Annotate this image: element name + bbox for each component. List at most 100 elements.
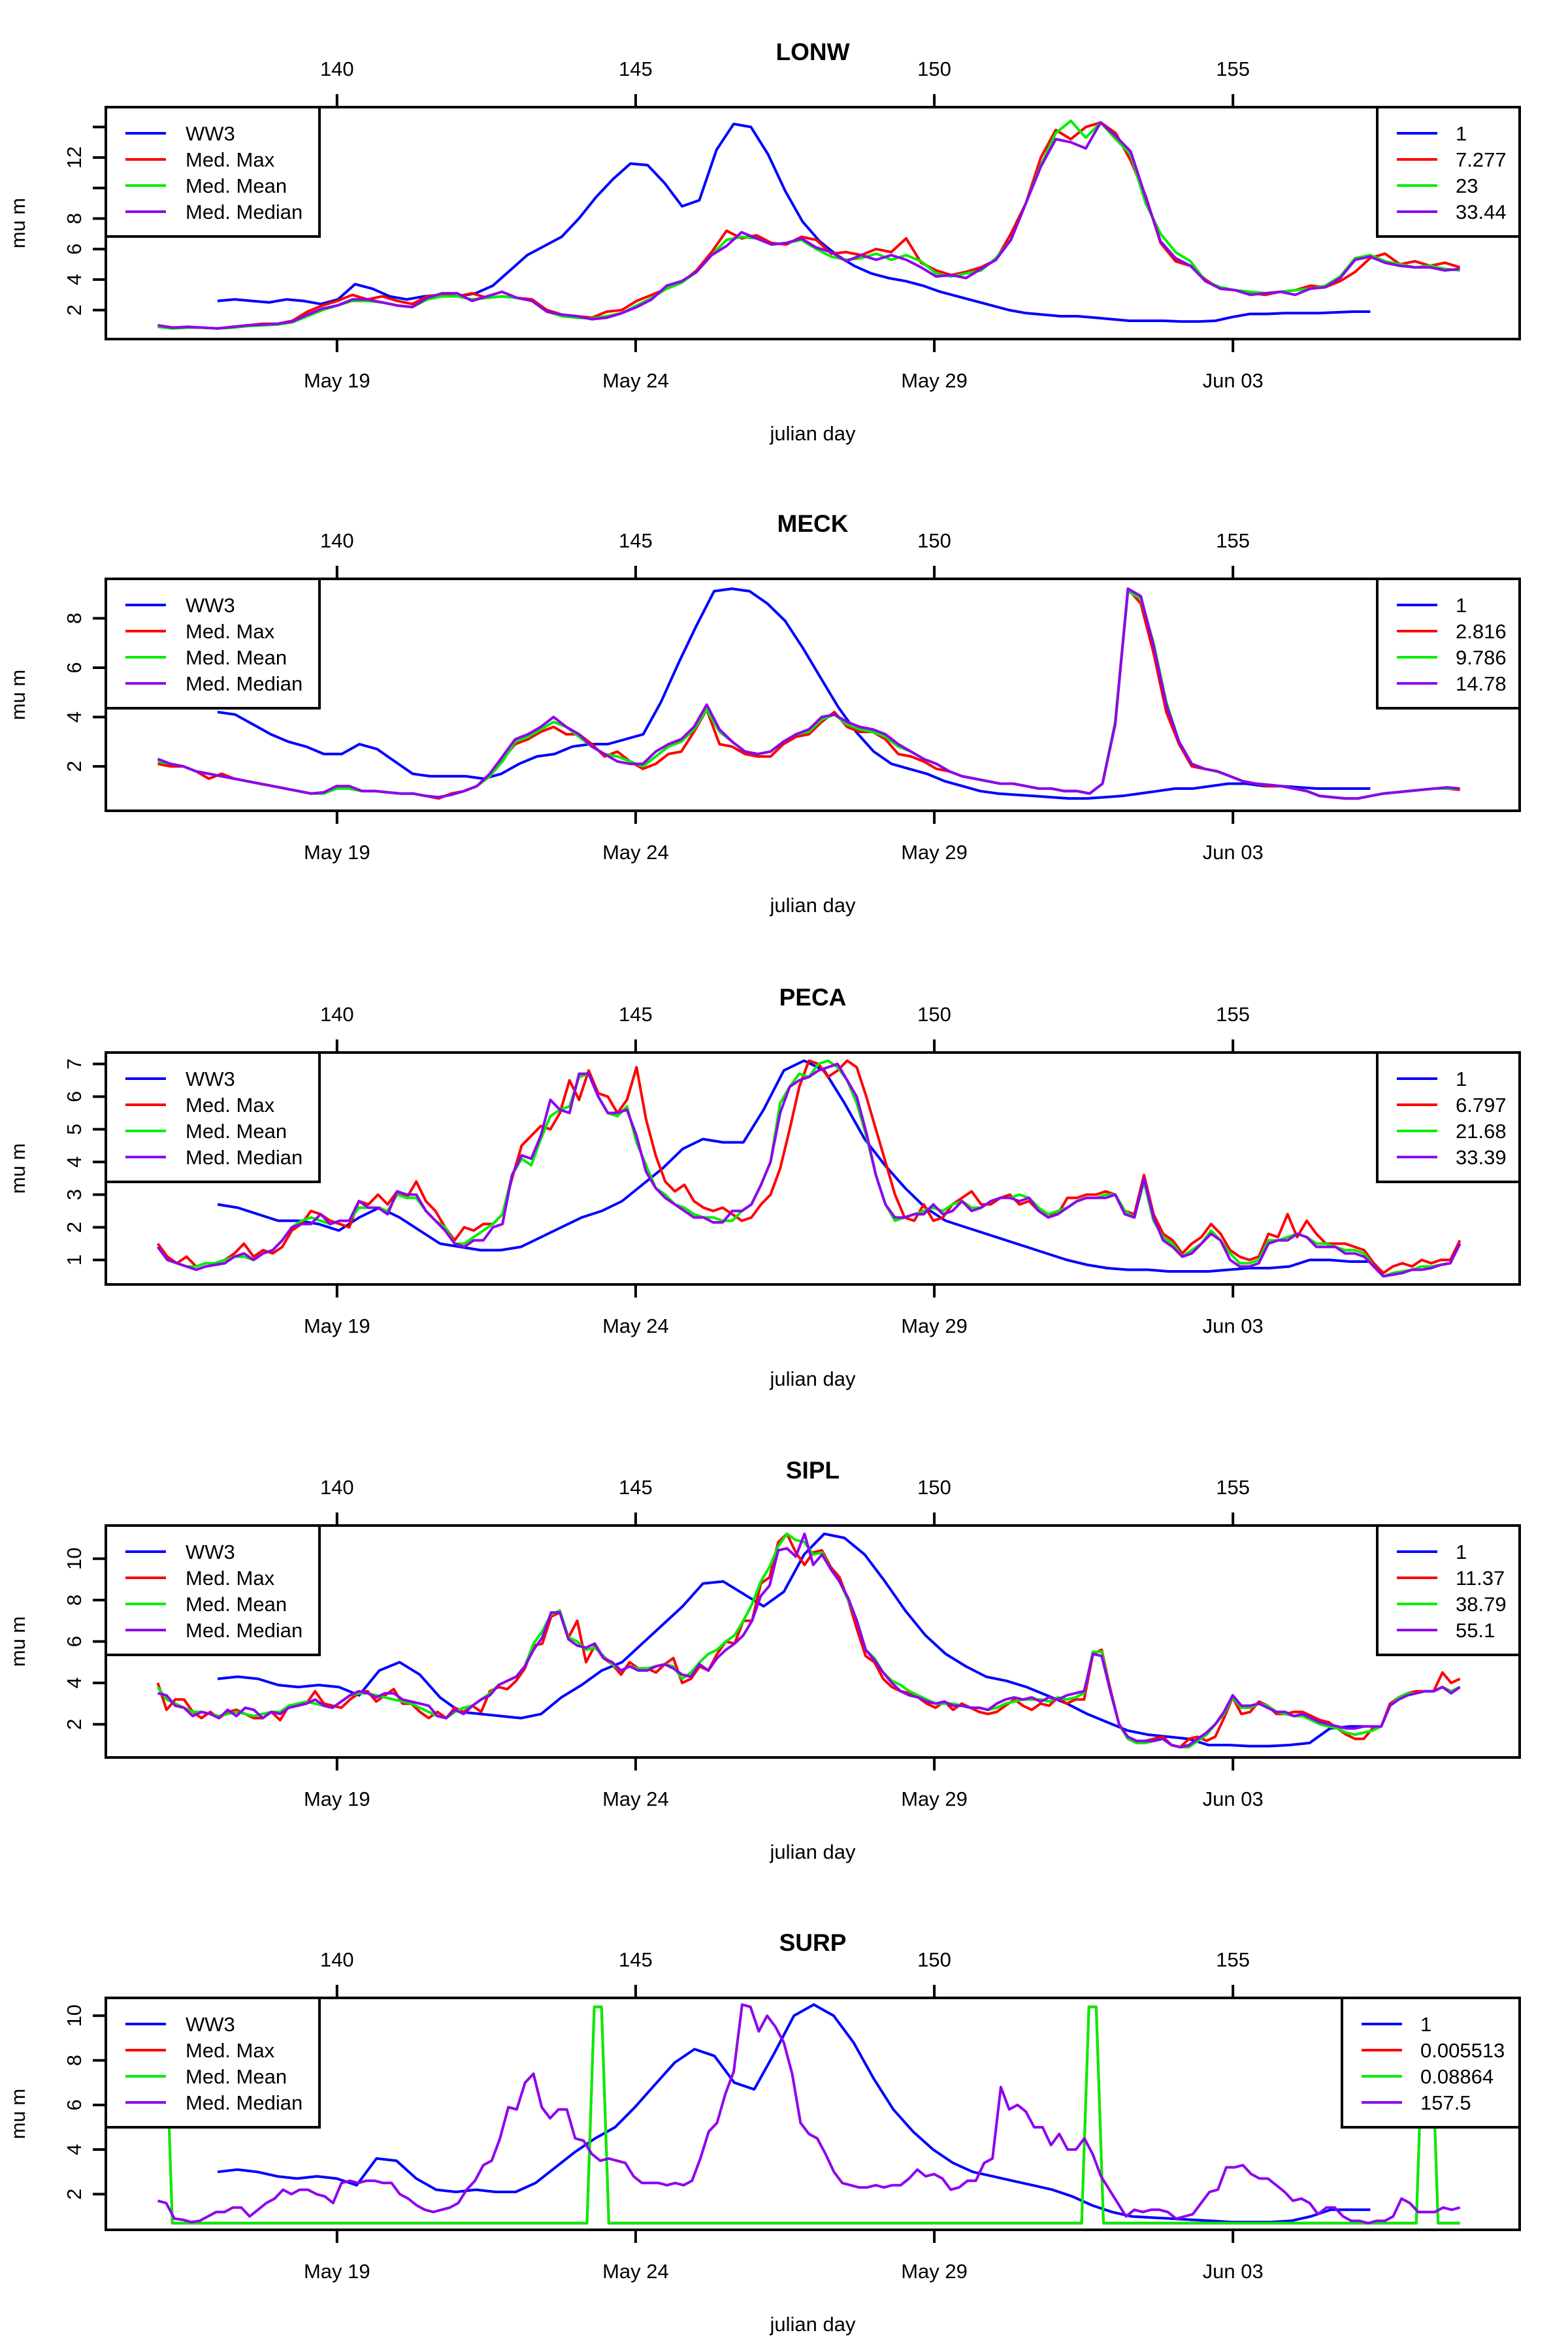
- top-tick-label: 155: [1216, 1948, 1250, 1971]
- legend-value: 0.005513: [1420, 2039, 1505, 2062]
- legend-right: 1 2.816 9.786 14.78: [1376, 578, 1521, 710]
- x-axis-label: julian day: [770, 1840, 856, 1863]
- bottom-tick-label: May 24: [602, 841, 669, 864]
- legend-label: Med. Max: [186, 148, 275, 171]
- y-tick-label: 6: [63, 244, 86, 255]
- top-tick-label: 145: [619, 529, 653, 552]
- top-tick-label: 150: [917, 529, 951, 552]
- y-tick-label: 12: [63, 146, 86, 169]
- legend-left: WW3 Med. Max Med. Mean Med. Median: [105, 578, 321, 710]
- legend-value: 1: [1420, 2013, 1431, 2036]
- x-axis-label: julian day: [770, 1367, 856, 1390]
- y-axis-label: mu m: [7, 1616, 29, 1667]
- y-tick-label: 2: [63, 2189, 86, 2200]
- panel-title: MECK: [777, 510, 849, 537]
- y-tick-label: 1: [63, 1254, 86, 1266]
- y-tick-label: 7: [63, 1058, 86, 1070]
- series-line-med-mean: [157, 120, 1460, 330]
- legend-right: 1 11.37 38.79 55.1: [1376, 1524, 1521, 1656]
- legend-value: 7.277: [1456, 148, 1507, 171]
- top-tick-label: 155: [1216, 1476, 1250, 1499]
- legend-right: 1 6.797 21.68 33.39: [1376, 1051, 1521, 1183]
- top-tick-label: 140: [320, 529, 354, 552]
- y-axis-label: mu m: [7, 198, 29, 249]
- y-tick-label: 10: [63, 2004, 86, 2027]
- bottom-tick-label: Jun 03: [1203, 1788, 1264, 1810]
- bottom-tick-label: May 24: [602, 1315, 669, 1337]
- legend-label: Med. Median: [186, 1146, 302, 1169]
- legend-box: [105, 1524, 321, 1656]
- top-tick-label: 155: [1216, 57, 1250, 80]
- legend-label: Med. Median: [186, 672, 302, 695]
- legend-box: [1376, 106, 1521, 238]
- y-tick-label: 8: [63, 613, 86, 624]
- top-tick-label: 150: [917, 1948, 951, 1971]
- legend-left: WW3 Med. Max Med. Mean Med. Median: [105, 1997, 321, 2129]
- series-line-med-median: [157, 587, 1460, 800]
- series-line-med-median: [157, 121, 1460, 330]
- legend-value: 11.37: [1456, 1567, 1505, 1590]
- legend-label: Med. Mean: [186, 2065, 287, 2088]
- legend-value: 2.816: [1456, 620, 1507, 643]
- series-group: [157, 120, 1461, 330]
- y-tick-label: 10: [63, 1547, 86, 1569]
- y-tick-label: 2: [63, 304, 86, 316]
- legend-box: [1376, 1524, 1521, 1656]
- y-tick-label: 4: [63, 1677, 86, 1688]
- panel-surp: SURP 2 4 6 8 10 mu m 140 145 150 155 May 19 May 24 Ma…: [7, 1929, 1521, 2336]
- legend-value: 6.797: [1456, 1094, 1507, 1117]
- bottom-tick-label: May 29: [901, 1315, 968, 1337]
- legend-label: Med. Max: [186, 2039, 275, 2062]
- bottom-tick-label: May 19: [304, 1788, 370, 1810]
- y-tick-label: 6: [63, 2099, 86, 2110]
- top-tick-label: 145: [619, 1476, 653, 1499]
- series-line-med-max: [156, 1059, 1462, 1275]
- legend-box: [105, 106, 321, 238]
- bottom-tick-label: May 29: [901, 2260, 968, 2283]
- legend-left: WW3 Med. Max Med. Mean Med. Median: [105, 1524, 321, 1656]
- y-tick-label: 2: [63, 1719, 86, 1730]
- y-tick-label: 4: [63, 1156, 86, 1168]
- y-tick-label: 8: [63, 2055, 86, 2066]
- series-group: [157, 2003, 1461, 2225]
- legend-label: Med. Max: [186, 1094, 275, 1117]
- series-line-med-median: [157, 1532, 1461, 1749]
- panel-title: SURP: [779, 1929, 847, 1956]
- series-line-ww3: [217, 2003, 1371, 2224]
- bottom-tick-label: Jun 03: [1203, 2260, 1264, 2283]
- bottom-tick-label: May 19: [304, 1315, 370, 1337]
- legend-box: [105, 1051, 321, 1183]
- legend-label: Med. Max: [186, 620, 275, 643]
- legend-label: Med. Median: [186, 201, 302, 223]
- bottom-tick-label: May 24: [602, 369, 669, 392]
- top-tick-label: 140: [320, 1476, 354, 1499]
- x-axis-label: julian day: [770, 2313, 856, 2336]
- top-tick-label: 150: [917, 57, 951, 80]
- panel-title: PECA: [779, 984, 847, 1011]
- legend-value: 23: [1456, 174, 1478, 197]
- series-line-ww3: [217, 587, 1371, 800]
- bottom-tick-label: May 29: [901, 841, 968, 864]
- legend-label: Med. Mean: [186, 1120, 287, 1143]
- y-axis-label: mu m: [7, 1143, 29, 1194]
- bottom-tick-label: May 29: [901, 369, 968, 392]
- top-tick-label: 150: [917, 1476, 951, 1499]
- legend-value: 1: [1456, 594, 1467, 617]
- bottom-tick-label: Jun 03: [1203, 369, 1264, 392]
- legend-value: 33.44: [1456, 201, 1507, 223]
- series-line-med-mean: [156, 1532, 1461, 1749]
- legend-value: 157.5: [1420, 2091, 1471, 2114]
- legend-label: WW3: [186, 122, 235, 145]
- legend-left: WW3 Med. Max Med. Mean Med. Median: [105, 106, 321, 238]
- legend-value: 38.79: [1456, 1593, 1507, 1616]
- legend-label: Med. Median: [186, 2091, 302, 2114]
- panel-title: LONW: [776, 39, 849, 65]
- legend-box: [1341, 1997, 1521, 2129]
- top-tick-label: 155: [1216, 1003, 1250, 1026]
- y-tick-label: 4: [63, 711, 86, 723]
- top-tick-label: 140: [320, 1003, 354, 1026]
- legend-value: 21.68: [1456, 1120, 1507, 1143]
- legend-label: WW3: [186, 1068, 235, 1090]
- series-line-med-mean: [157, 2003, 1460, 2225]
